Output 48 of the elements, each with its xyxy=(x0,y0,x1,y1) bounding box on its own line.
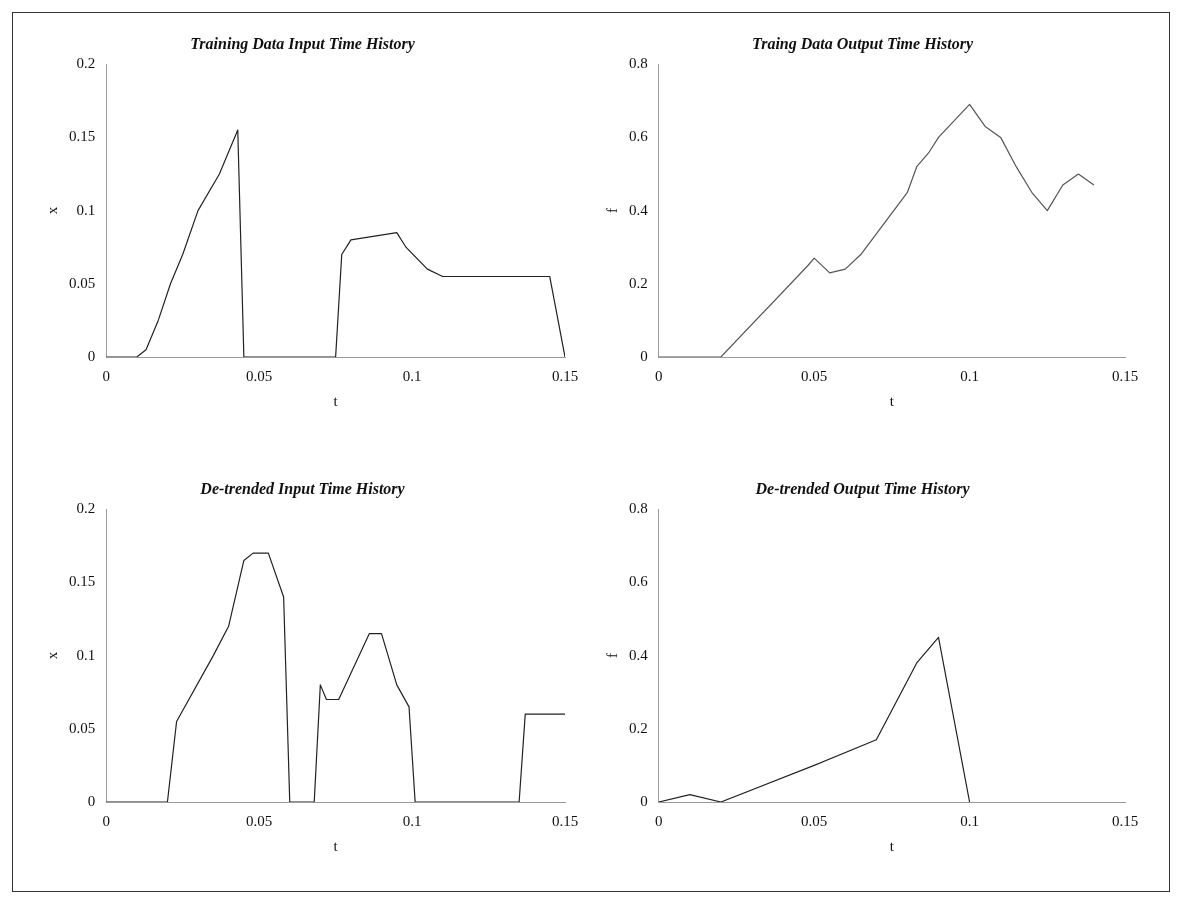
y-tick-label: 0 xyxy=(87,347,96,364)
y-tick-label: 0 xyxy=(640,792,648,809)
y-tick-label: 0.2 xyxy=(76,500,96,517)
x-tick-label: 0.1 xyxy=(402,812,422,829)
x-tick-label: 0 xyxy=(102,367,110,384)
y-tick-label: 0.6 xyxy=(629,573,649,590)
y-tick-label: 0.4 xyxy=(629,201,649,218)
chart-title: Traing Data Output Time History xyxy=(751,34,974,53)
x-tick-label: 0 xyxy=(655,367,663,384)
y-tick-label: 0.15 xyxy=(69,128,96,145)
x-tick-label: 0 xyxy=(102,812,110,829)
x-tick-label: 0.05 xyxy=(246,812,273,829)
x-tick-label: 0.1 xyxy=(402,367,422,384)
y-tick-label: 0 xyxy=(87,792,96,809)
x-axis-title: t xyxy=(889,392,895,409)
x-tick-label: 0.05 xyxy=(801,367,828,384)
y-tick-label: 0.05 xyxy=(69,274,96,291)
y-axis-title: f xyxy=(603,208,620,214)
y-tick-label: 0 xyxy=(640,347,648,364)
x-tick-label: 0 xyxy=(655,812,663,829)
y-axis-title: f xyxy=(603,653,620,659)
x-tick-label: 0.15 xyxy=(1111,367,1139,384)
y-tick-label: 0.8 xyxy=(629,500,648,517)
y-axis-title: x xyxy=(43,651,60,660)
x-tick-label: 0.1 xyxy=(960,812,979,829)
chart-title: De-trended Input Time History xyxy=(199,479,406,498)
chart-title: Training Data Input Time History xyxy=(190,34,416,53)
y-axis-title: x xyxy=(43,206,60,215)
y-tick-label: 0.1 xyxy=(76,201,96,218)
chart-title: De-trended Output Time History xyxy=(754,479,971,498)
x-tick-label: 0.15 xyxy=(551,812,579,829)
y-tick-label: 0.2 xyxy=(629,719,648,736)
y-tick-label: 0.1 xyxy=(76,646,96,663)
y-tick-label: 0.8 xyxy=(629,55,648,72)
x-tick-label: 0.15 xyxy=(551,367,579,384)
x-axis-title: t xyxy=(333,837,339,854)
y-tick-label: 0.2 xyxy=(76,55,96,72)
x-tick-label: 0.15 xyxy=(1111,812,1139,829)
y-tick-label: 0.05 xyxy=(69,719,96,736)
y-tick-label: 0.4 xyxy=(629,646,649,663)
y-tick-label: 0.15 xyxy=(69,573,96,590)
x-tick-label: 0.05 xyxy=(801,812,828,829)
x-tick-label: 0.1 xyxy=(960,367,979,384)
x-axis-title: t xyxy=(333,392,339,409)
x-tick-label: 0.05 xyxy=(246,367,273,384)
y-tick-label: 0.6 xyxy=(629,128,649,145)
y-tick-label: 0.2 xyxy=(629,274,648,291)
x-axis-title: t xyxy=(889,837,895,854)
